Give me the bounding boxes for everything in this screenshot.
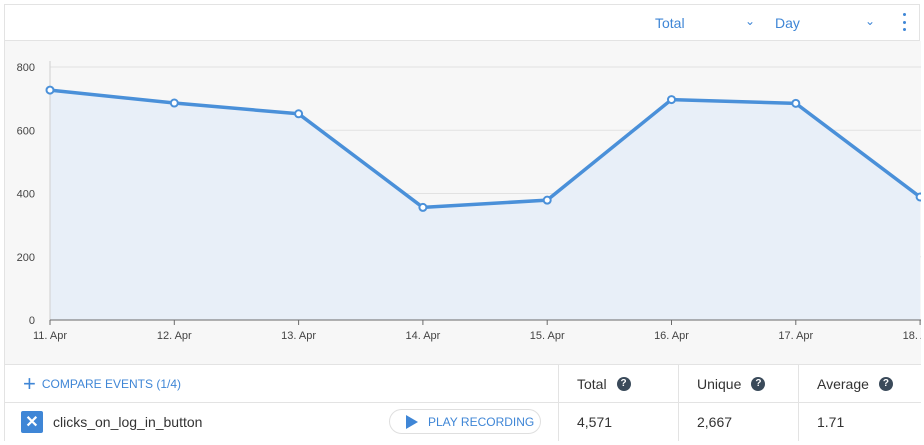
table-row: ✕ clicks_on_log_in_button PLAY RECORDING…	[5, 403, 921, 441]
data-point	[667, 95, 676, 105]
chevron-down-icon: ⌄	[865, 14, 876, 28]
column-header-average-label: Average	[817, 375, 869, 392]
x-tick-label: 13. Apr	[281, 330, 316, 342]
column-header-unique: Unique ?	[678, 365, 798, 402]
column-header-total: Total ?	[558, 365, 678, 402]
y-tick-label: 400	[17, 189, 35, 201]
x-tick-label: 15. Apr	[530, 330, 565, 342]
cell-unique: 2,667	[678, 403, 798, 441]
more-options-icon[interactable]	[901, 13, 907, 31]
compare-events-button[interactable]: + COMPARE EVENTS (1/4)	[23, 365, 181, 402]
help-icon[interactable]: ?	[616, 376, 631, 391]
data-point	[45, 85, 55, 95]
play-recording-label: PLAY RECORDING	[428, 414, 535, 429]
table-header-row: + COMPARE EVENTS (1/4) Total ? Unique ? …	[5, 365, 921, 403]
y-tick-label: 0	[29, 315, 35, 327]
event-name: clicks_on_log_in_button	[53, 414, 203, 430]
play-recording-button[interactable]: PLAY RECORDING	[389, 409, 541, 434]
chevron-down-icon: ⌄	[745, 14, 756, 28]
cell-average: 1.71	[798, 403, 921, 441]
cell-total: 4,571	[558, 403, 678, 441]
help-icon[interactable]: ?	[878, 376, 893, 391]
metric-dropdown[interactable]: Total ⌄	[655, 5, 761, 40]
events-widget: Total ⌄ Day ⌄ 0 200 400 600 800 11. Apr 12. Ap…	[4, 4, 921, 442]
x-tick-label: 12. Apr	[157, 330, 192, 342]
x-tick-label: 11. Apr	[33, 330, 67, 342]
chart-svg: 0 200 400 600 800 11. Apr 12. Apr 13. Apr 14. Ap…	[17, 61, 921, 342]
play-icon	[406, 414, 418, 429]
y-tick-label: 800	[17, 62, 35, 74]
help-icon[interactable]: ?	[751, 376, 766, 391]
x-tick-label: 18. Apr	[903, 330, 921, 342]
data-point	[169, 98, 179, 108]
x-tick-label: 14. Apr	[405, 330, 440, 342]
y-tick-label: 200	[17, 252, 35, 264]
x-tick-label: 17. Apr	[778, 330, 813, 342]
compare-events-label: COMPARE EVENTS (1/4)	[41, 376, 181, 391]
data-point	[418, 202, 428, 212]
series-line	[49, 88, 921, 210]
column-header-total-label: Total	[577, 375, 607, 392]
data-point	[542, 195, 552, 205]
column-header-average: Average ?	[798, 365, 921, 402]
plus-icon: +	[23, 370, 36, 396]
data-point	[915, 192, 921, 202]
data-point	[294, 109, 304, 119]
y-tick-label: 600	[17, 125, 35, 137]
column-header-unique-label: Unique	[697, 375, 742, 392]
x-tick-label: 16. Apr	[654, 330, 689, 342]
events-table: + COMPARE EVENTS (1/4) Total ? Unique ? …	[5, 364, 921, 442]
widget-toolbar: Total ⌄ Day ⌄	[5, 5, 919, 41]
data-point	[791, 98, 801, 108]
line-chart: 0 200 400 600 800 11. Apr 12. Apr 13. Apr 14. Ap…	[5, 41, 921, 364]
metric-dropdown-label: Total	[655, 14, 685, 31]
remove-event-icon[interactable]: ✕	[21, 411, 43, 433]
interval-dropdown[interactable]: Day ⌄	[775, 5, 881, 40]
interval-dropdown-label: Day	[775, 14, 800, 31]
